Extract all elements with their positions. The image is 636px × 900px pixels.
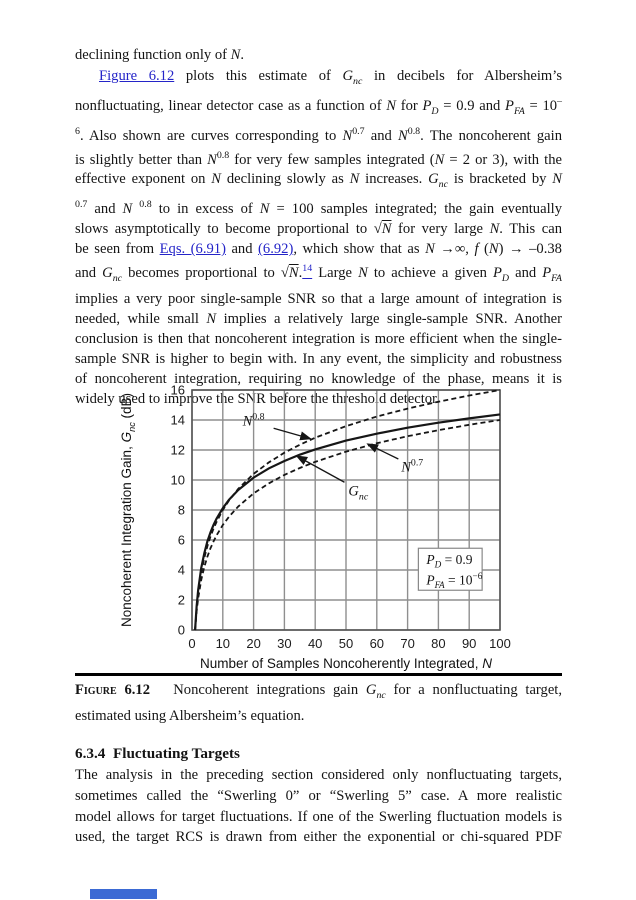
y-tick-label: 2 <box>177 592 185 608</box>
x-tick-label: 40 <box>307 636 323 651</box>
text-link[interactable]: (6.92) <box>258 241 294 258</box>
x-axis-label: Number of Samples Noncoherently Integrat… <box>200 656 492 671</box>
text-line: of noncoherent integration, requiring no… <box>75 370 562 387</box>
text-line: declining function only of N. <box>75 47 245 63</box>
text-line: be seen from Eqs. (6.91) and (6.92), whi… <box>75 241 562 258</box>
y-tick-label: 6 <box>177 532 185 548</box>
text-line: 0.7 and N 0.8 to in excess of N = 100 sa… <box>75 199 562 218</box>
curve-n07 <box>194 419 501 631</box>
text-link[interactable]: Eqs. (6.91) <box>159 241 226 258</box>
legend-entry: PFA = 10−6 <box>426 571 483 591</box>
text-line: used, the target RCS is drawn from eithe… <box>75 829 562 846</box>
x-tick-label: 100 <box>489 636 511 651</box>
y-tick-label: 4 <box>177 562 185 578</box>
curve-label: N0.7 <box>401 457 424 476</box>
annotation-arrow <box>366 443 399 460</box>
figure-caption: Figure 6.12 Noncoherent integrations gai… <box>75 680 562 727</box>
curve-label: N0.8 <box>242 411 265 430</box>
text-line: slows asymptotically to become proportio… <box>75 221 562 238</box>
text-line: Figure 6.12 plots this estimate of Gnc i… <box>99 68 562 87</box>
text-line: effective exponent on N declining slowly… <box>75 171 563 191</box>
text-line: is slightly better than N0.8 for very fe… <box>75 149 562 168</box>
text-line: The analysis in the preceding section co… <box>75 767 562 783</box>
y-tick-label: 0 <box>177 622 185 638</box>
x-tick-label: 60 <box>369 636 385 651</box>
y-tick-label: 12 <box>170 442 185 458</box>
section-paragraph: The analysis in the preceding section co… <box>75 765 562 848</box>
text-line: implies a very poor single-sample SNR so… <box>75 290 562 307</box>
text-line: 6. Also shown are curves corresponding t… <box>75 125 562 144</box>
x-tick-label: 70 <box>400 636 415 651</box>
text-line: and Gnc becomes proportional to √N.14 La… <box>75 263 562 284</box>
text-link[interactable]: 14 <box>302 263 313 275</box>
text-line: sample SNR is higher to begin with. In a… <box>75 350 562 367</box>
figure-6-12-chart: N0.8 Gnc N0.7 PD = 0.9 PFA = 10−6 0 2 4 6 8 10 12 14… <box>102 372 562 672</box>
caption-divider <box>75 673 562 676</box>
paragraph-continuation: declining function only of N. <box>75 45 562 65</box>
x-tick-label: 0 <box>188 636 196 651</box>
y-axis-label: Noncoherent Integration Gain, Gnc (dB) <box>119 392 137 628</box>
progress-indicator <box>90 889 157 899</box>
curve-label: Gnc <box>348 483 369 503</box>
text-line: sometimes called the “Swerling 0” or “Sw… <box>75 787 562 804</box>
x-tick-label: 90 <box>461 636 477 651</box>
y-tick-label: 14 <box>170 412 185 428</box>
chart-canvas <box>191 389 501 631</box>
curve-gncalbersheim <box>193 413 501 631</box>
text-line: widely used to improve the SNR before th… <box>75 390 440 407</box>
y-tick-label: 16 <box>170 382 185 398</box>
y-tick-label: 8 <box>177 502 185 518</box>
text-line: needed, while small N implies a relative… <box>75 310 562 327</box>
annotation-arrow <box>273 427 312 441</box>
x-tick-label: 50 <box>338 636 354 651</box>
x-tick-label: 20 <box>246 636 261 651</box>
text-line: conclusion is then that noncoherent inte… <box>75 330 562 347</box>
text-line: model allows for target fluctuations. If… <box>75 808 562 825</box>
text-line: nonfluctuating, linear detector case as … <box>75 95 562 117</box>
text-line: estimated using Albersheim’s equation. <box>75 707 305 724</box>
x-tick-label: 10 <box>215 636 231 651</box>
legend-box <box>417 547 483 591</box>
body-paragraph: Figure 6.12 plots this estimate of Gnc i… <box>75 66 562 409</box>
x-tick-label: 80 <box>431 636 446 651</box>
plot-border <box>191 389 501 631</box>
annotation-arrow <box>295 455 345 483</box>
section-heading: 6.3.4 Fluctuating Targets <box>75 745 240 762</box>
legend-entry: PD = 0.9 <box>426 552 473 570</box>
x-tick-label: 30 <box>277 636 292 651</box>
text-link[interactable]: Figure 6.12 <box>99 68 175 84</box>
text-line: Figure 6.12 Noncoherent integrations gai… <box>75 682 562 701</box>
y-tick-label: 10 <box>170 472 185 488</box>
